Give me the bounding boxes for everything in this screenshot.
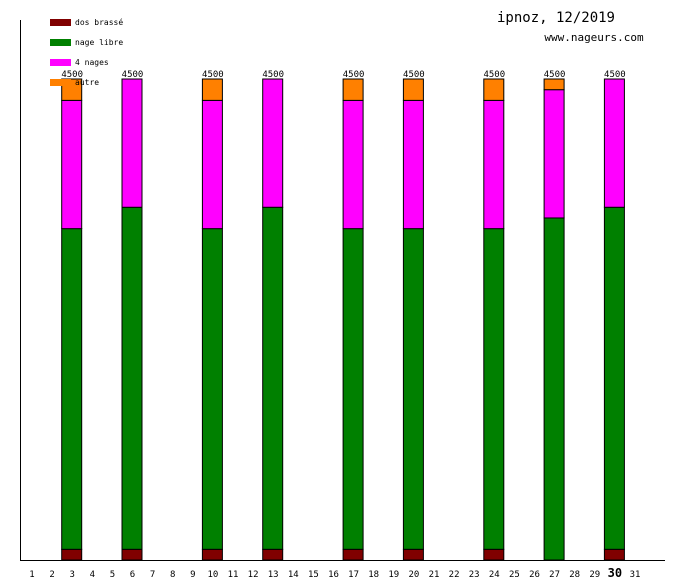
bar-segment-dos-brassé <box>483 548 505 561</box>
x-tick-label: 8 <box>170 570 175 580</box>
x-tick-label: 10 <box>207 570 218 580</box>
x-tick-label: 7 <box>150 570 155 580</box>
x-tick-label: 23 <box>469 570 480 580</box>
bar-total-label: 4500 <box>122 70 144 80</box>
bar-segment-autre <box>402 78 424 101</box>
x-tick-label: 17 <box>348 570 359 580</box>
bar-segment-4-nages <box>121 78 143 208</box>
x-tick-label: 24 <box>489 570 500 580</box>
x-tick-label: 1 <box>29 570 34 580</box>
bar-segment-4-nages <box>543 89 565 219</box>
legend-label: nage libre <box>75 38 123 47</box>
bar-total-label: 4500 <box>544 70 566 80</box>
bar-total-label: 4500 <box>202 70 224 80</box>
bar-segment-nage-libre <box>603 206 625 550</box>
x-tick-label: 6 <box>130 570 135 580</box>
bar-segment-dos-brassé <box>201 548 223 561</box>
x-tick-label: 12 <box>248 570 259 580</box>
bar-segment-dos-brassé <box>121 548 143 561</box>
chart-title: ipnoz, 12/2019 <box>497 10 615 26</box>
bar-segment-nage-libre <box>483 228 505 550</box>
bar-segment-4-nages <box>262 78 284 208</box>
x-tick-label: 21 <box>429 570 440 580</box>
bar-segment-nage-libre <box>342 228 364 550</box>
bar-total-label: 4500 <box>262 70 284 80</box>
bar-total-label: 4500 <box>61 70 83 80</box>
x-tick-label: 18 <box>368 570 379 580</box>
bar-segment-4-nages <box>402 99 424 230</box>
x-tick-label: 27 <box>549 570 560 580</box>
bar-total-label: 4500 <box>604 70 626 80</box>
x-tick-label: 9 <box>190 570 195 580</box>
bar-segment-autre <box>483 78 505 101</box>
bar-segment-dos-brassé <box>61 548 83 561</box>
x-tick-label: 2 <box>49 570 54 580</box>
bar-total-label: 4500 <box>343 70 365 80</box>
x-tick-label: 20 <box>408 570 419 580</box>
legend-swatch <box>50 19 71 26</box>
x-tick-label: 30 <box>608 566 622 580</box>
x-tick-label: 5 <box>110 570 115 580</box>
bar-segment-nage-libre <box>121 206 143 550</box>
legend-swatch <box>50 79 71 86</box>
bar-segment-4-nages <box>603 78 625 208</box>
x-tick-label: 25 <box>509 570 520 580</box>
bar-segment-autre <box>201 78 223 101</box>
x-tick-label: 28 <box>569 570 580 580</box>
bar-segment-4-nages <box>342 99 364 230</box>
bar-segment-dos-brassé <box>603 548 625 561</box>
x-tick-label: 22 <box>449 570 460 580</box>
chart-subtitle: www.nageurs.com <box>544 31 644 44</box>
bar-segment-nage-libre <box>402 228 424 550</box>
legend-swatch <box>50 59 71 66</box>
bar-segment-dos-brassé <box>402 548 424 561</box>
x-tick-label: 4 <box>90 570 95 580</box>
legend-swatch <box>50 39 71 46</box>
x-tick-label: 3 <box>69 570 74 580</box>
legend-label: dos brassé <box>75 17 123 27</box>
bar-segment-autre <box>342 78 364 101</box>
x-tick-label: 29 <box>589 570 600 580</box>
bar-segment-autre <box>543 78 565 91</box>
x-tick-label: 16 <box>328 570 339 580</box>
bar-segment-nage-libre <box>61 228 83 550</box>
x-tick-label: 13 <box>268 570 279 580</box>
bar-segment-dos-brassé <box>262 548 284 561</box>
x-tick-label: 26 <box>529 570 540 580</box>
bar-segment-nage-libre <box>543 217 565 561</box>
x-tick-label: 14 <box>288 570 299 580</box>
bar-segment-dos-brassé <box>342 548 364 561</box>
bar-segment-4-nages <box>61 99 83 230</box>
legend-label: autre <box>75 78 99 87</box>
x-tick-label: 15 <box>308 570 319 580</box>
bar-segment-4-nages <box>483 99 505 230</box>
bar-total-label: 4500 <box>483 70 505 80</box>
bar-segment-nage-libre <box>262 206 284 550</box>
x-tick-label: 11 <box>228 570 239 580</box>
bar-segment-nage-libre <box>201 228 223 550</box>
x-tick-label: 31 <box>630 570 641 580</box>
legend-label: 4 nages <box>75 58 109 67</box>
bar-segment-4-nages <box>201 99 223 230</box>
bar-total-label: 4500 <box>403 70 425 80</box>
x-tick-label: 19 <box>388 570 399 580</box>
